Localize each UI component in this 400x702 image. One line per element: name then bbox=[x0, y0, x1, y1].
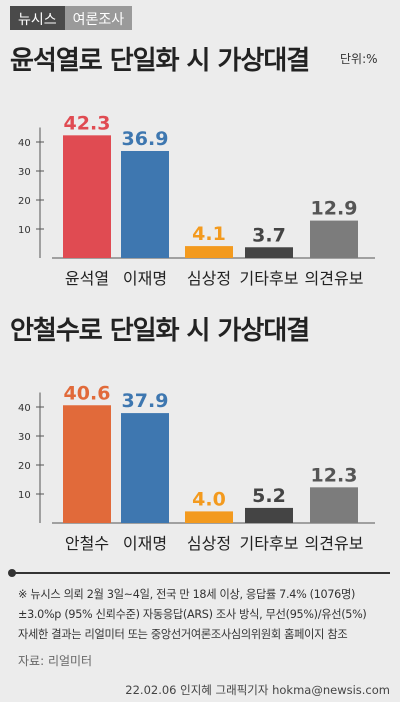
credit-label: 22.02.06 인지혜 그래픽기자 hokma@newsis.com bbox=[125, 683, 390, 697]
y-tick-label: 10 bbox=[18, 490, 31, 501]
unit-label: 단위:% bbox=[340, 52, 378, 66]
source-label: 자료: 리얼미터 bbox=[18, 654, 93, 668]
chart1: 10 20 30 40 42.3 윤석열 36.9 이재명 4.1 심상정 3.7 기타후보 12.9 의… bbox=[18, 112, 375, 288]
chart2-title: 안철수로 단일화 시 가상대결 bbox=[10, 316, 310, 346]
bar bbox=[310, 487, 358, 523]
bar bbox=[185, 246, 233, 258]
category-label: 심상정 bbox=[187, 269, 231, 288]
chart2: 10 20 30 40 40.6 안철수 37.9 이재명 4.0 심상정 5.2 기타후보 12.3 의… bbox=[18, 382, 375, 553]
bar bbox=[63, 135, 111, 258]
category-label: 이재명 bbox=[123, 269, 167, 288]
bar-value-label: 40.6 bbox=[64, 382, 111, 404]
category-label: 기타후보 bbox=[240, 269, 299, 288]
bar-value-label: 4.0 bbox=[192, 488, 226, 510]
y-tick-label: 40 bbox=[18, 403, 31, 414]
note-line-2: ±3.0%p (95% 신뢰수준) 자동응답(ARS) 조사 방식, 무선(95… bbox=[18, 608, 367, 621]
bar bbox=[185, 511, 233, 523]
bar-value-label: 42.3 bbox=[64, 112, 111, 134]
y-tick-label: 20 bbox=[18, 196, 31, 207]
y-tick-label: 10 bbox=[18, 225, 31, 236]
note-line-3: 자세한 결과는 리얼미터 또는 중앙선거여론조사심의위원회 홈페이지 참조 bbox=[18, 628, 348, 641]
category-label: 여론조사 bbox=[64, 6, 133, 30]
survey-notes: ※ 뉴시스 의뢰 2월 3일~4일, 전국 만 18세 이상, 응답률 7.4%… bbox=[18, 585, 394, 645]
bar-value-label: 3.7 bbox=[252, 224, 286, 246]
y-tick-label: 30 bbox=[18, 432, 31, 443]
category-label: 이재명 bbox=[123, 534, 167, 553]
category-label: 안철수 bbox=[65, 534, 109, 553]
y-tick-label: 30 bbox=[18, 167, 31, 178]
category-label: 심상정 bbox=[187, 534, 231, 553]
bar bbox=[63, 405, 111, 523]
bar bbox=[310, 220, 358, 258]
bar bbox=[121, 413, 169, 523]
brand-tag: 뉴시스 여론조사 bbox=[10, 6, 133, 30]
chart1-title: 윤석열로 단일화 시 가상대결 bbox=[10, 46, 310, 76]
bar-value-label: 5.2 bbox=[252, 485, 286, 507]
bar bbox=[245, 247, 293, 258]
bar-value-label: 12.9 bbox=[311, 198, 358, 220]
bar bbox=[121, 150, 169, 258]
y-tick-label: 40 bbox=[18, 138, 31, 149]
bar-value-label: 4.1 bbox=[192, 223, 226, 245]
divider bbox=[10, 572, 390, 574]
bar bbox=[245, 507, 293, 523]
category-label: 기타후보 bbox=[240, 534, 299, 553]
y-tick-label: 20 bbox=[18, 461, 31, 472]
category-label: 의견유보 bbox=[305, 534, 364, 553]
bar-value-label: 37.9 bbox=[122, 390, 169, 412]
bar-value-label: 12.3 bbox=[311, 464, 358, 486]
bar-value-label: 36.9 bbox=[122, 128, 169, 150]
note-line-1: ※ 뉴시스 의뢰 2월 3일~4일, 전국 만 18세 이상, 응답률 7.4%… bbox=[18, 588, 356, 601]
category-label: 의견유보 bbox=[305, 269, 364, 288]
brand-label: 뉴시스 bbox=[10, 6, 65, 30]
category-label: 윤석열 bbox=[65, 269, 109, 288]
